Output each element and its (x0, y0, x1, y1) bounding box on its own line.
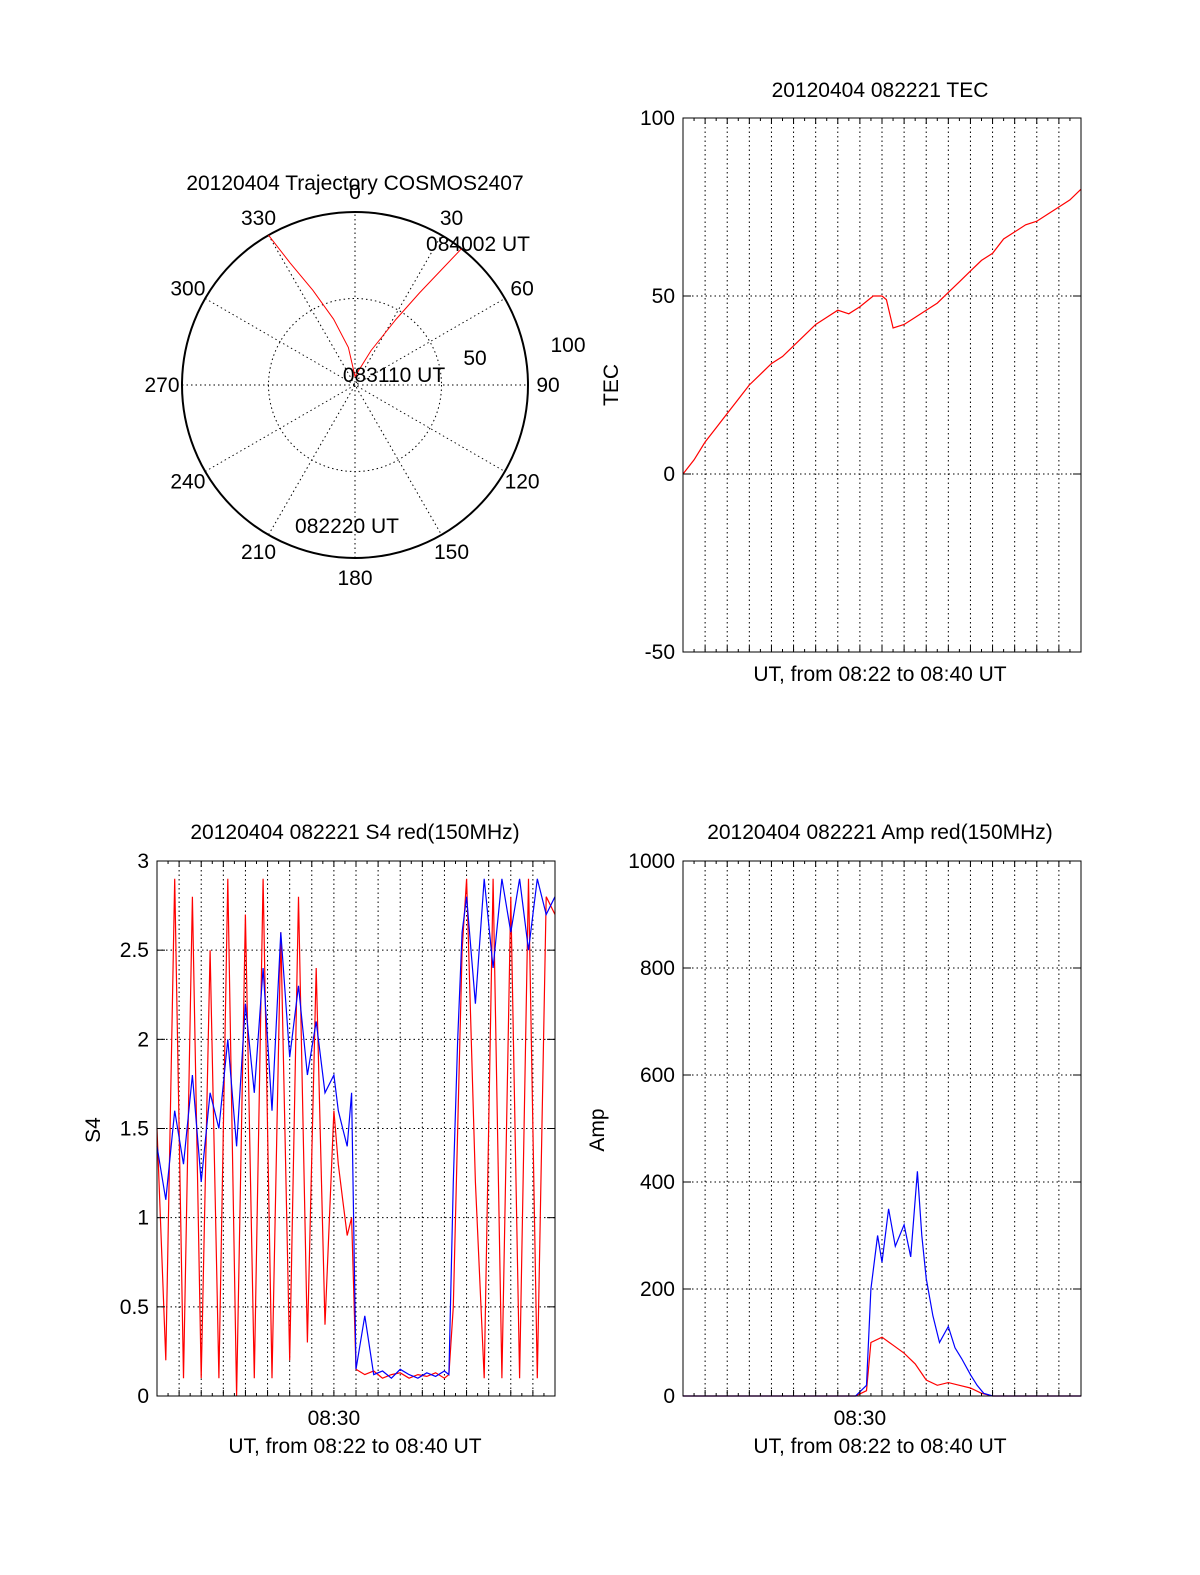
polar-radius-labels: 50 100 (463, 334, 585, 370)
polar-angle-label: 180 (337, 567, 372, 590)
amp-xtick-label: 08:30 (834, 1407, 887, 1430)
polar-title: 20120404 Trajectory COSMOS2407 (186, 172, 523, 195)
amp-xlabel: UT, from 08:22 to 08:40 UT (753, 1435, 1006, 1458)
amp-ytick-label: 1000 (628, 850, 675, 873)
tec-series-line (682, 188, 1082, 475)
s4-series-line (156, 878, 556, 1380)
s4-ylabel: S4 (82, 1117, 105, 1143)
tec-plot-area: -50 0 50 100 (640, 107, 1082, 664)
amp-plot-area: 0 200 400 600 800 1000 08:30 (628, 850, 1082, 1430)
s4-ytick-label: 0.5 (120, 1296, 149, 1319)
polar-angle-label: 0 (349, 181, 361, 204)
amp-series-line (683, 1171, 1081, 1397)
polar-spoke (268, 234, 442, 536)
s4-ytick-label: 2.5 (120, 939, 149, 962)
tec-ylabel: TEC (600, 364, 623, 406)
tec-panel: 20120404 082221 TEC UT, from 08:22 to 08… (600, 79, 1082, 686)
polar-angle-labels: 0 30 60 90 120 150 180 210 240 270 300 330 (144, 181, 559, 590)
tec-ytick-label: -50 (645, 641, 675, 664)
polar-trajectory-series (268, 234, 462, 378)
tec-ytick-label: 0 (663, 463, 675, 486)
polar-angle-label: 240 (170, 471, 205, 494)
tec-ytick-label: 50 (652, 285, 675, 308)
tec-title: 20120404 082221 TEC (772, 79, 989, 102)
amp-series-line (683, 1336, 1081, 1397)
polar-spoke (204, 298, 506, 472)
amp-title: 20120404 082221 Amp red(150MHz) (707, 821, 1053, 844)
amp-ytick-label: 800 (640, 957, 675, 980)
polar-angle-label: 330 (241, 207, 276, 230)
s4-title: 20120404 082221 S4 red(150MHz) (190, 821, 519, 844)
polar-trajectory-line (268, 234, 462, 378)
polar-trajectory-panel: 20120404 Trajectory COSMOS2407 0 30 60 90 12… (144, 172, 585, 590)
s4-plot-area: 0 0.5 1 1.5 2 2.5 3 08:30 (120, 850, 556, 1430)
polar-angle-label: 300 (170, 278, 205, 301)
s4-xtick-label: 08:30 (308, 1407, 361, 1430)
amp-panel: 20120404 082221 Amp red(150MHz) UT, from… (586, 821, 1082, 1458)
polar-spoke (268, 234, 442, 536)
amp-ytick-label: 600 (640, 1064, 675, 1087)
polar-grid (181, 211, 529, 559)
polar-annotations: 084002 UT 083110 UT 082220 UT (295, 233, 530, 538)
polar-angle-label: 120 (505, 471, 540, 494)
polar-annotation: 083110 UT (343, 364, 446, 387)
polar-annotation: 082220 UT (295, 515, 399, 538)
polar-angle-label: 90 (536, 374, 559, 397)
polar-annotation: 084002 UT (426, 233, 530, 256)
polar-angle-label: 270 (144, 374, 179, 397)
polar-radius-label: 50 (463, 347, 486, 370)
s4-ytick-label: 1.5 (120, 1118, 149, 1141)
polar-angle-label: 210 (241, 541, 276, 564)
amp-ytick-label: 200 (640, 1278, 675, 1301)
tec-xlabel: UT, from 08:22 to 08:40 UT (753, 663, 1006, 686)
s4-ytick-label: 2 (137, 1028, 149, 1051)
polar-angle-label: 30 (440, 207, 463, 230)
s4-panel: 20120404 082221 S4 red(150MHz) UT, from … (82, 821, 556, 1458)
amp-ytick-label: 400 (640, 1171, 675, 1194)
polar-angle-label: 150 (434, 541, 469, 564)
amp-ytick-label: 0 (663, 1385, 675, 1408)
s4-ytick-label: 1 (137, 1207, 149, 1230)
polar-spoke (204, 298, 506, 472)
s4-ytick-label: 0 (137, 1385, 149, 1408)
polar-radius-label: 100 (550, 334, 585, 357)
s4-ytick-label: 3 (137, 850, 149, 873)
amp-ylabel: Amp (586, 1108, 609, 1151)
tec-ytick-label: 100 (640, 107, 675, 130)
s4-xlabel: UT, from 08:22 to 08:40 UT (228, 1435, 481, 1458)
polar-angle-label: 60 (510, 278, 533, 301)
